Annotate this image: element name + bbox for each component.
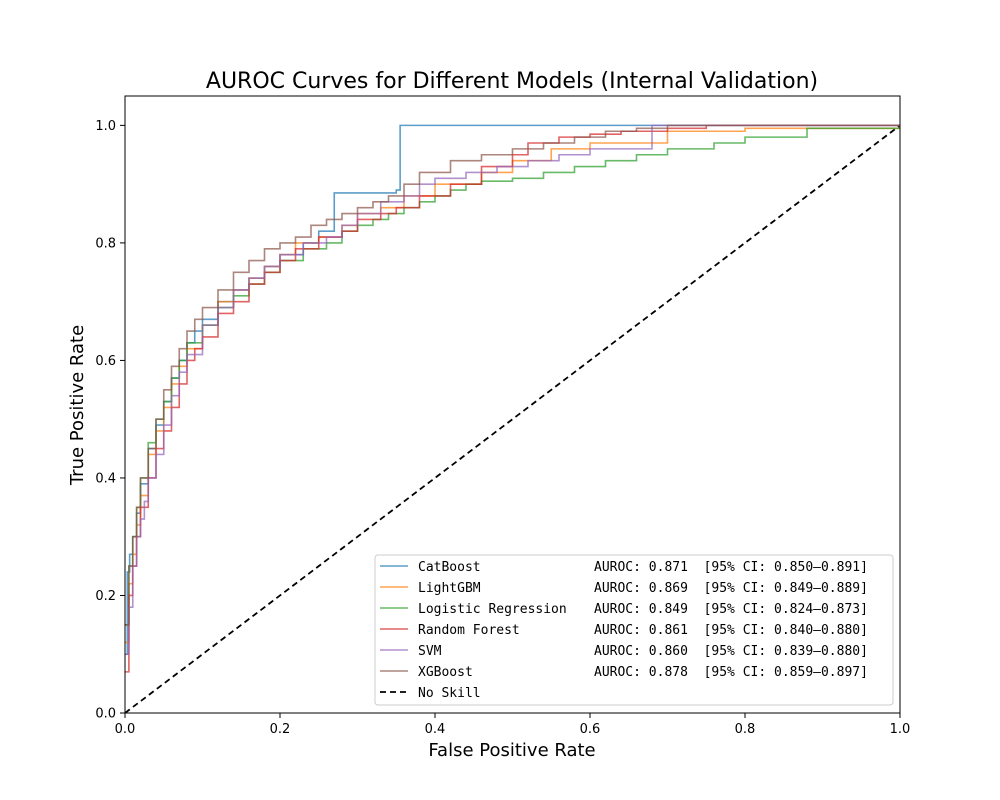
legend-stats-logistic-regression: AUROC: 0.849 [95% CI: 0.824–0.873] [594, 602, 868, 617]
y-tick-label: 0.0 [95, 707, 116, 722]
legend-label-random-forest: Random Forest [418, 623, 520, 638]
chart-title: AUROC Curves for Different Models (Inter… [206, 69, 818, 94]
y-tick-label: 0.4 [95, 471, 116, 486]
plot-frame [124, 95, 901, 714]
legend: CatBoost AUROC: 0.871 [95% CI: 0.850–0.89… [374, 554, 894, 706]
x-tick-label: 0.8 [735, 722, 756, 737]
legend-stats-random-forest: AUROC: 0.861 [95% CI: 0.840–0.880] [594, 623, 868, 638]
x-tick-label: 1.0 [890, 722, 911, 737]
no-skill-line [125, 124, 900, 713]
legend-stats-catboost: AUROC: 0.871 [95% CI: 0.850–0.891] [594, 560, 868, 575]
legend-stats-xgboost: AUROC: 0.878 [95% CI: 0.859–0.897] [594, 665, 868, 680]
legend-label-xgboost: XGBoost [418, 665, 473, 680]
x-tick-label: 0.2 [270, 722, 291, 737]
y-tick-label: 0.6 [95, 354, 116, 369]
reference-layer [125, 124, 900, 713]
roc-curve-xgboost [125, 124, 900, 626]
y-tick-label: 0.2 [95, 589, 116, 604]
x-axis-label: False Positive Rate [428, 740, 595, 761]
legend-label-no-skill: No Skill [418, 686, 481, 701]
legend-label-logistic-regression: Logistic Regression [418, 602, 567, 617]
y-axis-ticks: 0.0 0.2 0.4 0.6 0.8 1.0 [95, 119, 125, 722]
x-tick-label: 0.4 [425, 722, 446, 737]
legend-label-lightgbm: LightGBM [418, 581, 481, 596]
legend-label-svm: SVM [418, 644, 442, 659]
x-axis-ticks: 0.0 0.2 0.4 0.6 0.8 1.0 [115, 713, 911, 737]
x-tick-label: 0.0 [115, 722, 136, 737]
y-tick-label: 1.0 [95, 119, 116, 134]
legend-box [374, 554, 894, 706]
roc-curve-svm [125, 124, 900, 656]
legend-stats-svm: AUROC: 0.860 [95% CI: 0.839–0.880] [594, 644, 868, 659]
legend-stats-lightgbm: AUROC: 0.869 [95% CI: 0.849–0.889] [594, 581, 868, 596]
series-layer [125, 124, 900, 673]
x-tick-label: 0.6 [580, 722, 601, 737]
legend-label-catboost: CatBoost [418, 560, 481, 575]
y-axis-label: True Positive Rate [67, 325, 88, 486]
y-tick-label: 0.8 [95, 236, 116, 251]
